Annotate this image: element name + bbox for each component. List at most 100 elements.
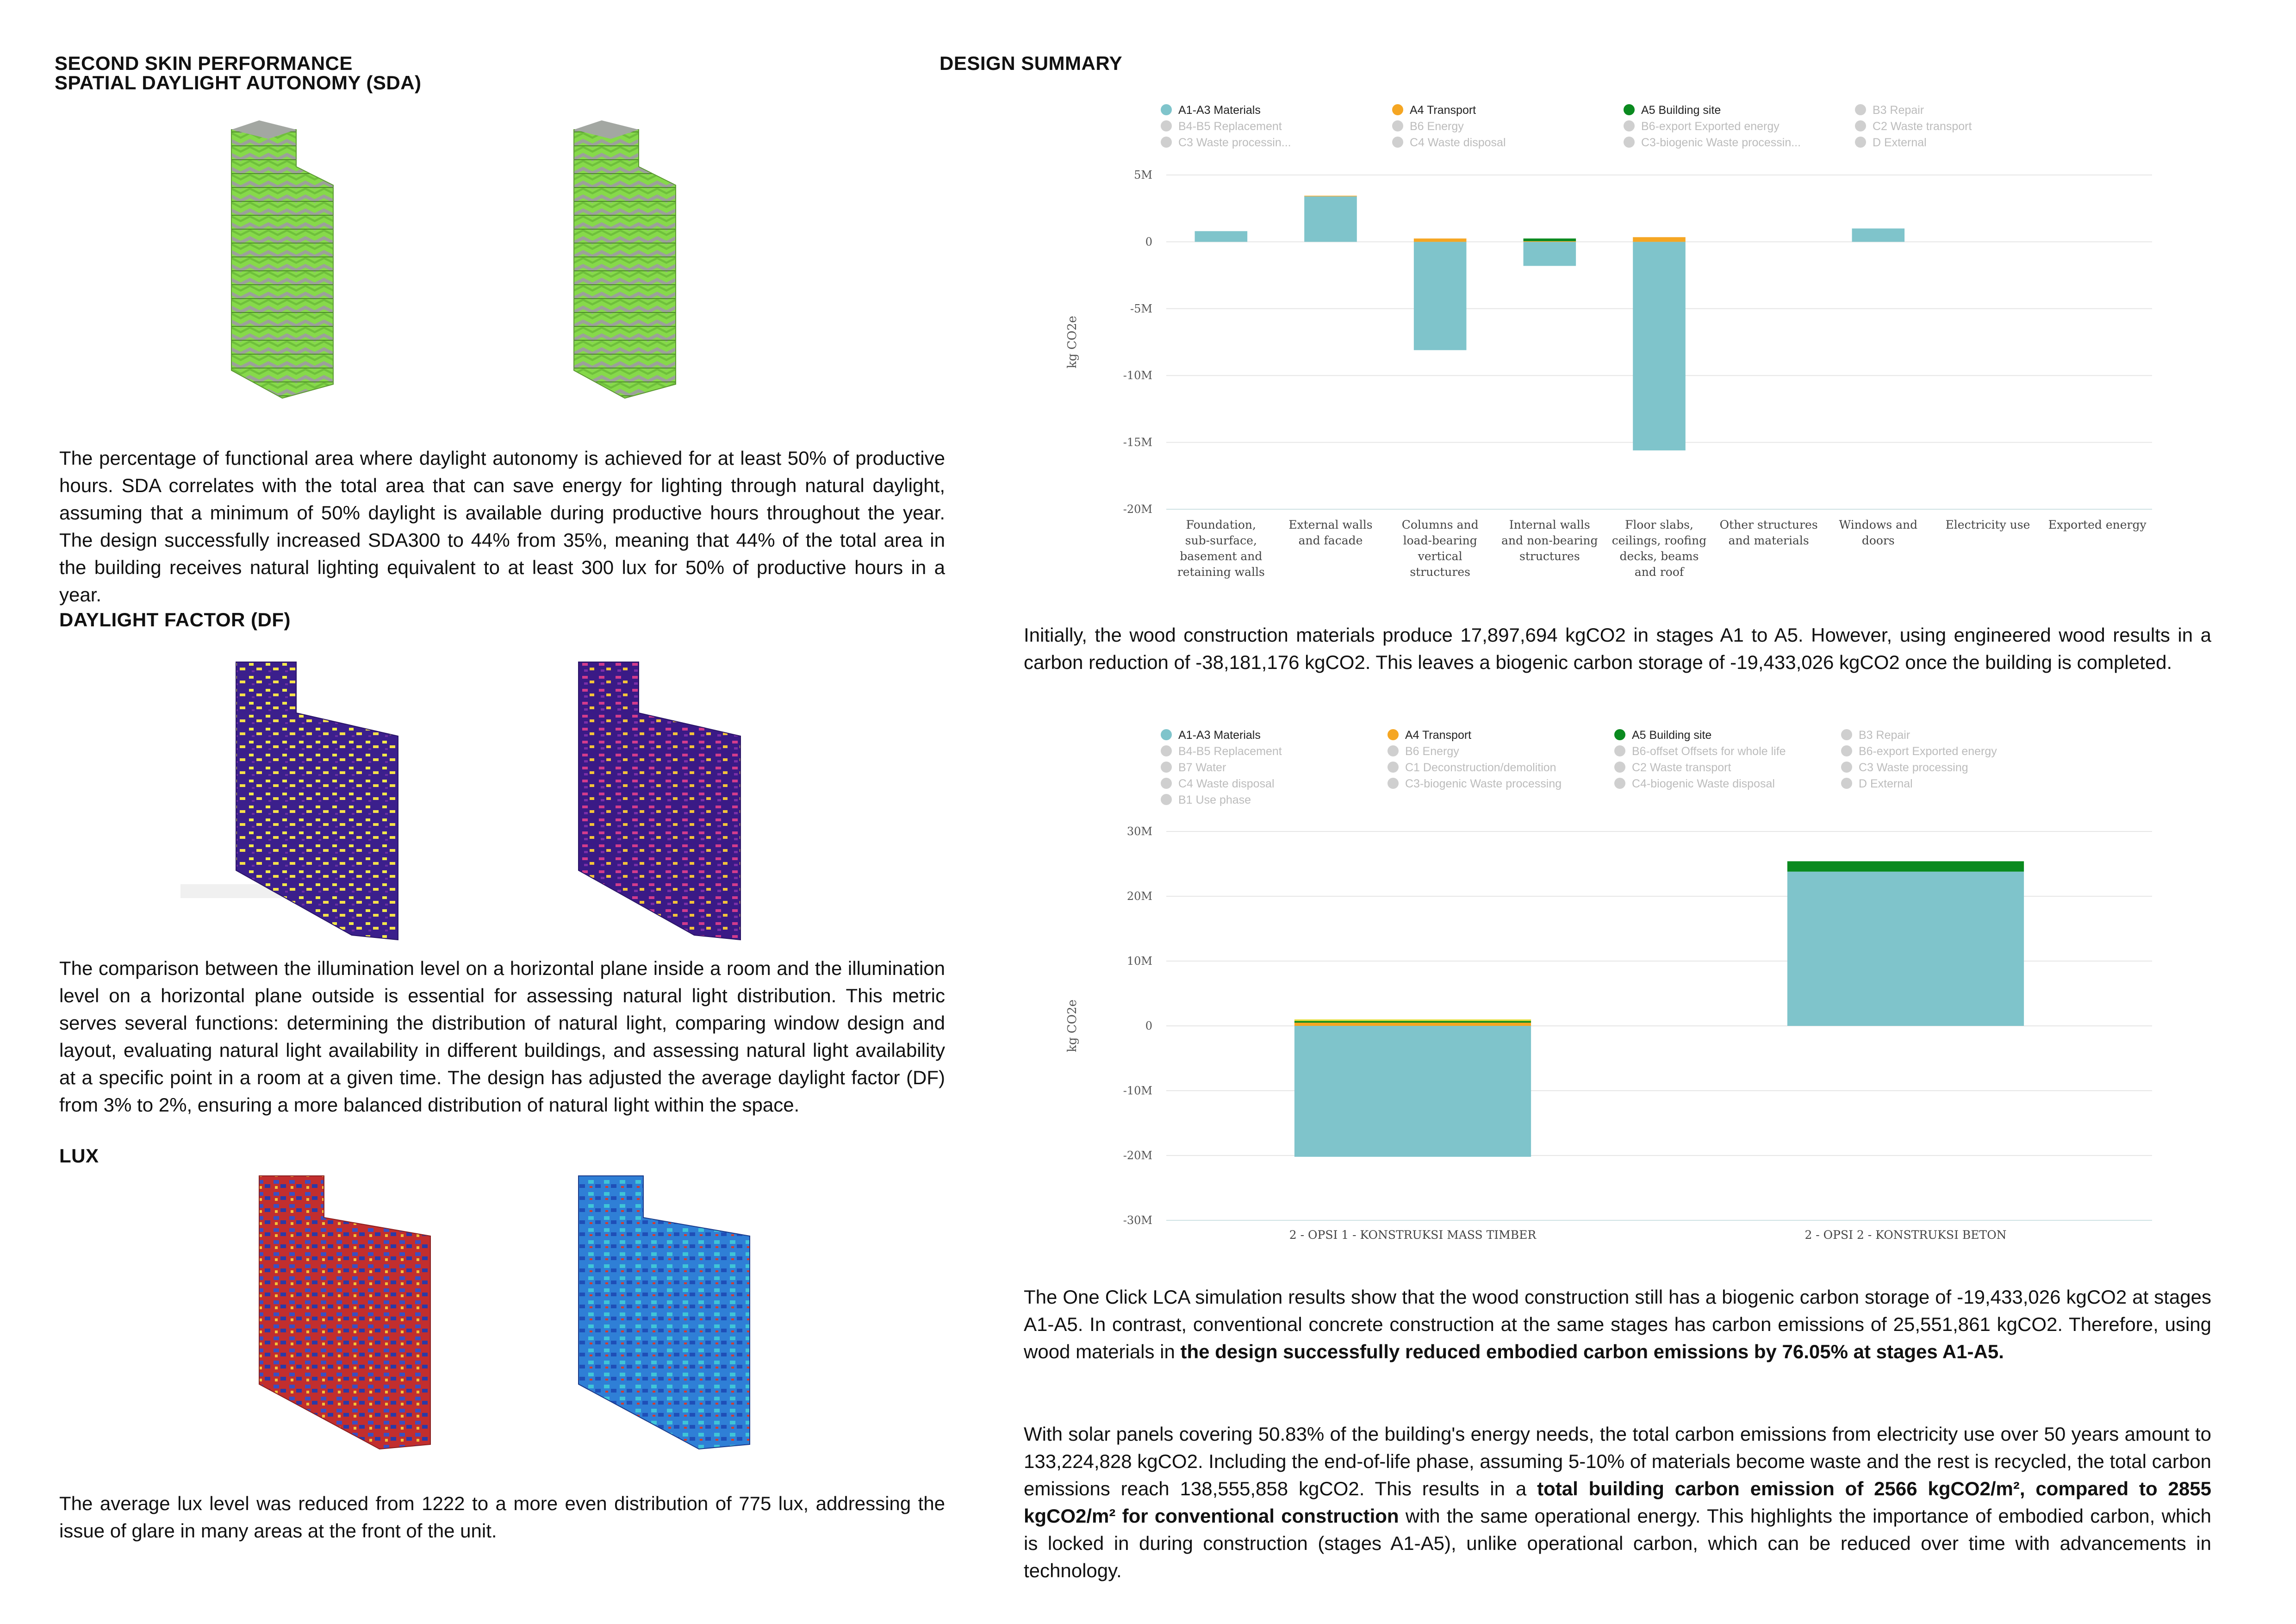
legend-label: B6 Energy (1410, 120, 1464, 133)
legend-label: C1 Deconstruction/demolition (1405, 761, 1556, 774)
legend-swatch (1841, 729, 1852, 740)
bar-segment (1294, 1019, 1531, 1021)
category-label: basement and (1180, 550, 1262, 563)
sda-render-before (231, 120, 334, 399)
y-tick-label: 0 (1145, 1019, 1152, 1032)
legend-label: C3 Waste processing (1859, 761, 1968, 774)
legend-swatch (1841, 778, 1852, 789)
category-label: decks, beams (1620, 550, 1699, 563)
category-label: 2 - OPSI 2 - KONSTRUKSI BETON (1804, 1228, 2006, 1242)
y-tick-label: 30M (1127, 825, 1152, 838)
para-2-text: The One Click LCA simulation results sho… (1024, 1286, 2211, 1362)
legend-swatch (1161, 794, 1172, 805)
legend-swatch (1624, 104, 1635, 115)
legend-swatch (1388, 729, 1399, 740)
legend-label: A5 Building site (1641, 104, 1721, 117)
category-label: and roof (1635, 565, 1685, 579)
legend-label: B3 Repair (1873, 104, 1924, 117)
legend-swatch (1841, 762, 1852, 773)
y-axis-label: kg CO2e (1065, 316, 1079, 369)
y-tick-label: 20M (1127, 890, 1152, 903)
para-2-highlight: the design successfully reduced embodied… (1180, 1341, 2004, 1362)
carbon-comparison-chart: A1-A3 Materials A4 Transport A5 Building s… (1065, 729, 2152, 1242)
bar-segment (1852, 228, 1905, 242)
y-tick-label: -10M (1123, 369, 1152, 382)
heading-line-1: SECOND SKIN PERFORMANCE (55, 52, 353, 74)
bar-segment (1304, 196, 1357, 242)
category-label: load-bearing (1403, 534, 1477, 547)
category-label: External walls (1288, 518, 1372, 531)
bar-segment (1294, 1026, 1531, 1157)
category-label: and materials (1729, 534, 1809, 547)
legend-swatch (1614, 729, 1625, 740)
legend-swatch (1161, 104, 1172, 115)
legend-label: A4 Transport (1410, 104, 1476, 117)
legend-label: A4 Transport (1405, 729, 1471, 742)
legend-label: C4 Waste disposal (1410, 136, 1506, 149)
legend-label: D External (1859, 777, 1913, 790)
legend-swatch (1624, 120, 1635, 131)
y-tick-label: -5M (1130, 302, 1152, 315)
legend-swatch (1161, 762, 1172, 773)
category-label: structures (1519, 550, 1580, 563)
design-summary-heading: DESIGN SUMMARY (940, 52, 1123, 74)
category-label: structures (1410, 565, 1470, 579)
legend-label: C2 Waste transport (1632, 761, 1731, 774)
legend-swatch (1161, 729, 1172, 740)
category-label: and non-bearing (1501, 534, 1598, 547)
y-tick-label: 10M (1127, 955, 1152, 968)
category-label: Other structures (1720, 518, 1818, 531)
legend-swatch (1855, 104, 1866, 115)
legend-swatch (1161, 778, 1172, 789)
legend-swatch (1161, 120, 1172, 131)
bar-segment (1523, 241, 1576, 242)
bar-segment (1294, 1023, 1531, 1026)
legend-label: C3 Waste processin... (1178, 136, 1291, 149)
bar-segment (1523, 238, 1576, 241)
df-heading: DAYLIGHT FACTOR (DF) (59, 609, 291, 631)
heading-line-2: SPATIAL DAYLIGHT AUTONOMY (SDA) (55, 72, 422, 94)
legend-swatch (1388, 778, 1399, 789)
legend-label: B4-B5 Replacement (1178, 745, 1282, 758)
legend-swatch (1624, 137, 1635, 148)
legend-label: B6-export Exported energy (1859, 745, 1997, 758)
category-label: sub-surface, (1185, 534, 1257, 547)
legend-swatch (1388, 745, 1399, 756)
legend-label: B7 Water (1178, 761, 1226, 774)
bar-segment (1413, 238, 1467, 242)
df-render-images (180, 662, 741, 941)
legend-swatch (1161, 137, 1172, 148)
category-label: Columns and (1402, 518, 1479, 531)
y-tick-label: -15M (1123, 436, 1152, 449)
section-heading: SECOND SKIN PERFORMANCE SPATIAL DAYLIGHT… (55, 54, 422, 93)
sda-render-after (573, 120, 676, 399)
category-label: and facade (1299, 534, 1363, 547)
lux-render-after (578, 1175, 750, 1450)
design-summary-para-2: The One Click LCA simulation results sho… (1024, 1283, 2211, 1365)
legend-swatch (1614, 778, 1625, 789)
df-description: The comparison between the illumination … (59, 957, 945, 1116)
bar-segment (1413, 242, 1467, 350)
bar-segment (1787, 871, 2024, 1026)
carbon-by-element-chart: A1-A3 Materials A4 Transport A5 Building s… (1065, 104, 2152, 579)
legend-label: C4-biogenic Waste disposal (1632, 777, 1775, 790)
bar-segment (1633, 237, 1686, 242)
category-label: Internal walls (1509, 518, 1590, 531)
category-label: 2 - OPSI 1 - KONSTRUKSI MASS TIMBER (1289, 1228, 1537, 1242)
category-label: retaining walls (1177, 565, 1265, 579)
category-label: vertical (1418, 550, 1462, 563)
para-3-text-a: With solar panels covering 50.83% of the… (1024, 1423, 2211, 1499)
category-label: Foundation, (1186, 518, 1256, 531)
y-axis-label: kg CO2e (1065, 999, 1079, 1052)
sda-render-images (231, 120, 676, 399)
legend-label: B6-export Exported energy (1641, 120, 1780, 133)
bar-segment (1294, 1021, 1531, 1023)
legend-label: B6-offset Offsets for whole life (1632, 745, 1786, 758)
category-label: ceilings, roofing (1612, 534, 1706, 547)
lux-heading: LUX (59, 1145, 99, 1167)
legend-swatch (1392, 104, 1403, 115)
y-tick-label: -20M (1123, 1149, 1152, 1162)
category-label: Electricity use (1946, 518, 2030, 531)
legend-swatch (1614, 762, 1625, 773)
legend-label: C4 Waste disposal (1178, 777, 1275, 790)
